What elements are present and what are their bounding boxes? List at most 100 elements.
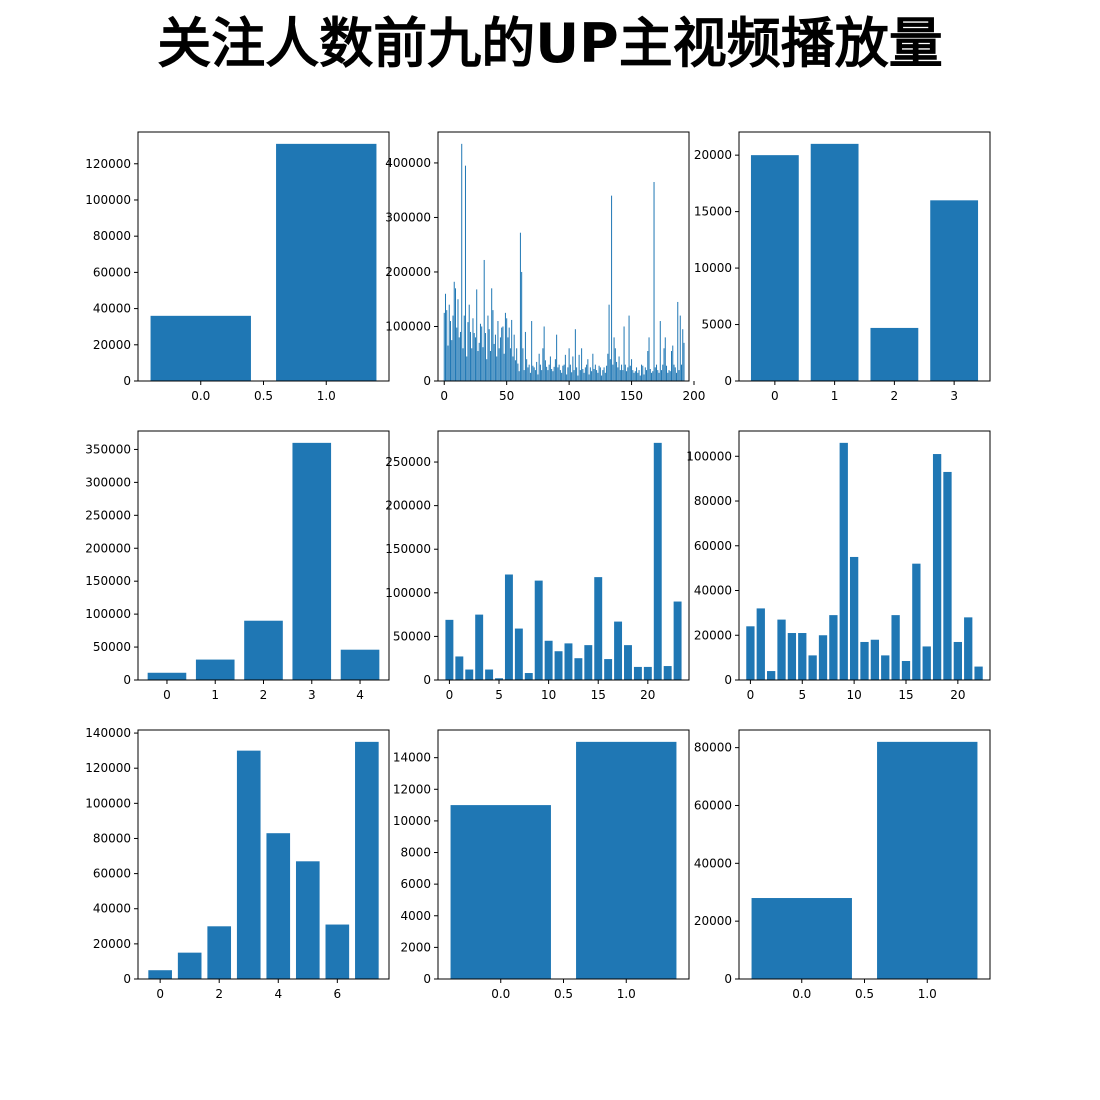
- y-tick-label: 100000: [85, 796, 131, 810]
- y-tick-label: 10000: [694, 261, 732, 275]
- y-tick-label: 250000: [385, 455, 431, 469]
- bar: [643, 666, 652, 680]
- bar: [891, 615, 900, 680]
- figure-title: 关注人数前九的UP主视频播放量: [157, 12, 943, 75]
- bar: [656, 364, 658, 381]
- bar: [637, 372, 639, 381]
- bar: [468, 304, 470, 381]
- x-tick-label: 100: [558, 389, 581, 403]
- bar: [449, 321, 451, 381]
- bar: [667, 372, 669, 381]
- bar: [471, 348, 473, 381]
- bar: [457, 299, 459, 381]
- y-tick-label: 80000: [93, 831, 131, 845]
- bar: [509, 348, 511, 381]
- bar: [564, 643, 573, 680]
- bar: [881, 655, 890, 680]
- bar: [147, 672, 187, 680]
- bar: [446, 310, 448, 381]
- bar: [150, 315, 251, 381]
- bar: [519, 232, 521, 381]
- x-tick-label: 0: [156, 987, 164, 1001]
- bar: [507, 337, 509, 381]
- bar: [616, 361, 618, 381]
- bar: [526, 359, 528, 381]
- bar: [461, 143, 463, 381]
- bar: [511, 319, 513, 381]
- bar: [634, 371, 636, 381]
- y-tick-label: 40000: [694, 584, 732, 598]
- bar: [514, 628, 523, 680]
- x-tick-label: 0.0: [491, 987, 510, 1001]
- bar: [671, 351, 673, 381]
- y-tick-label: 200000: [85, 541, 131, 555]
- bar: [495, 678, 503, 680]
- bar: [777, 619, 786, 680]
- bar: [518, 371, 520, 381]
- y-tick-label: 20000: [694, 628, 732, 642]
- bar: [636, 367, 638, 381]
- bar: [588, 374, 590, 381]
- axes-frame: [738, 131, 991, 382]
- bar: [447, 345, 449, 381]
- subplot-9: 0 20000 40000 60000 80000 0.0 0.5 1.0: [694, 729, 991, 1001]
- bar: [574, 658, 583, 680]
- bar: [641, 364, 643, 381]
- bar: [464, 165, 466, 381]
- x-tick-label: 1.0: [918, 987, 937, 1001]
- bar: [451, 340, 453, 381]
- bar: [567, 367, 569, 381]
- bar: [534, 580, 543, 680]
- bar: [642, 365, 644, 381]
- bar: [662, 364, 664, 381]
- bar: [599, 367, 601, 381]
- bar: [672, 345, 674, 381]
- bar: [594, 577, 603, 680]
- bar: [591, 371, 593, 381]
- bar: [682, 329, 684, 381]
- y-tick-label: 14000: [393, 751, 431, 765]
- bar: [484, 333, 486, 381]
- y-tick-label: 0: [724, 673, 732, 687]
- bar: [566, 374, 568, 381]
- x-tick-label: 150: [620, 389, 643, 403]
- bar: [839, 442, 848, 680]
- bar: [557, 367, 559, 381]
- bar: [472, 318, 474, 381]
- x-tick-label: 15: [898, 688, 913, 702]
- y-tick-label: 80000: [93, 229, 131, 243]
- bar: [649, 369, 651, 381]
- x-tick-label: 0.5: [554, 987, 573, 1001]
- bar: [453, 281, 455, 381]
- bar: [651, 372, 653, 381]
- bar: [458, 337, 460, 381]
- y-tick-label: 400000: [385, 156, 431, 170]
- x-tick-label: 2: [215, 987, 223, 1001]
- bar: [475, 614, 484, 680]
- bar: [578, 354, 580, 381]
- subplot-2: 0 100000 200000 300000 400000 0 50 100 150 200: [385, 131, 705, 403]
- bar: [459, 331, 461, 381]
- subplot-8: 0 2000 4000 6000 8000 10000 12000 14000 0.0 0.5 1.…: [393, 729, 690, 1001]
- y-tick-label: 15000: [694, 205, 732, 219]
- bar: [901, 660, 911, 680]
- bar: [614, 621, 623, 680]
- bar: [498, 348, 500, 381]
- bar: [601, 375, 603, 381]
- bar: [664, 337, 666, 381]
- x-tick-label: 4: [356, 688, 364, 702]
- bar: [860, 641, 869, 680]
- bar: [463, 315, 465, 381]
- bar: [624, 645, 632, 680]
- bar: [798, 633, 807, 680]
- bar: [787, 633, 797, 680]
- bar: [596, 370, 598, 381]
- bar: [663, 348, 665, 381]
- y-tick-label: 100000: [85, 193, 131, 207]
- bar: [497, 321, 499, 381]
- bar: [666, 365, 668, 381]
- x-tick-label: 0: [163, 688, 171, 702]
- bar: [522, 348, 524, 381]
- bar: [552, 371, 554, 381]
- bar: [517, 363, 519, 381]
